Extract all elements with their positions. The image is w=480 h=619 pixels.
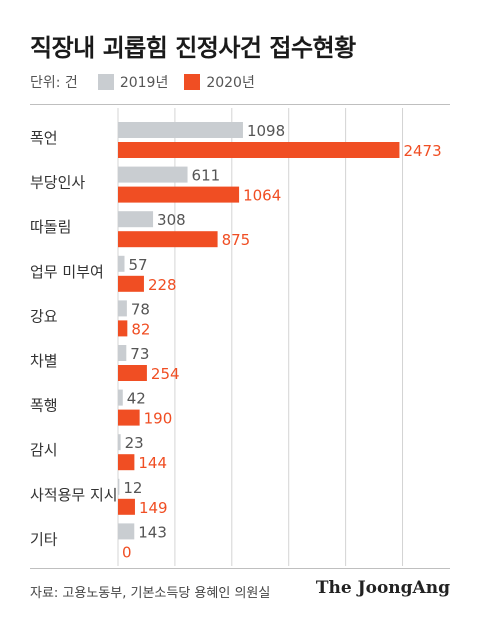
legend-item-2020: 2020년 bbox=[184, 72, 255, 92]
bar-2020 bbox=[118, 231, 218, 248]
legend-item-2019: 2019년 bbox=[97, 72, 169, 92]
value-label-2019: 78 bbox=[131, 300, 150, 318]
brand-logo: The JoongAng bbox=[315, 578, 450, 598]
category-label: 사적용무 지시 bbox=[30, 486, 118, 504]
legend-label-2020: 2020년 bbox=[206, 75, 255, 91]
unit-label: 단위: 건 bbox=[30, 75, 78, 91]
value-label-2020: 82 bbox=[131, 320, 150, 338]
legend-label-2019: 2019년 bbox=[119, 75, 169, 91]
value-label-2020: 2473 bbox=[403, 142, 441, 160]
value-label-2020: 1064 bbox=[243, 187, 281, 205]
category-label: 부당인사 bbox=[30, 174, 85, 192]
category-label: 기타 bbox=[30, 530, 58, 548]
value-label-2020: 144 bbox=[138, 454, 167, 472]
bar-2020 bbox=[118, 409, 140, 426]
bar-2019 bbox=[118, 122, 243, 138]
top-rule bbox=[30, 104, 450, 105]
value-label-2019: 12 bbox=[123, 479, 142, 497]
source-note: 자료: 고용노동부, 기본소득당 용혜인 의원실 bbox=[30, 586, 271, 601]
bar-2020 bbox=[118, 275, 144, 292]
value-label-2019: 42 bbox=[127, 390, 146, 408]
category-label: 감시 bbox=[30, 441, 58, 459]
bottom-rule bbox=[30, 568, 450, 569]
bar-2020 bbox=[118, 454, 135, 471]
category-label: 업무 미부여 bbox=[30, 263, 104, 281]
value-label-2019: 23 bbox=[125, 434, 144, 452]
value-label-2020: 149 bbox=[139, 499, 168, 517]
legend: 단위: 건 2019년 2020년 bbox=[30, 72, 271, 92]
value-label-2020: 254 bbox=[151, 365, 180, 383]
legend-swatch-2020 bbox=[184, 74, 201, 90]
category-label: 따돌림 bbox=[30, 218, 71, 236]
bar-2020 bbox=[118, 498, 135, 515]
bar-2019 bbox=[118, 345, 127, 361]
value-label-2020: 875 bbox=[222, 231, 251, 249]
value-label-2019: 143 bbox=[138, 523, 167, 541]
bar-2019 bbox=[118, 434, 121, 451]
bar-2020 bbox=[118, 365, 147, 381]
category-label: 폭행 bbox=[30, 397, 58, 415]
bar-2020 bbox=[118, 142, 400, 158]
bar-2019 bbox=[118, 389, 123, 406]
bar-2020 bbox=[118, 186, 240, 203]
bar-2019 bbox=[118, 300, 127, 317]
value-label-2019: 1098 bbox=[247, 122, 285, 140]
category-label: 폭언 bbox=[30, 129, 58, 147]
chart-title: 직장내 괴롭힘 진정사건 접수현황 bbox=[30, 34, 356, 62]
legend-swatch-2019 bbox=[97, 74, 114, 90]
value-label-2020: 228 bbox=[148, 276, 177, 294]
value-label-2020: 190 bbox=[144, 410, 173, 428]
value-label-2019: 57 bbox=[128, 256, 147, 274]
category-label: 강요 bbox=[30, 307, 58, 325]
bar-2019 bbox=[118, 166, 188, 183]
value-label-2019: 611 bbox=[192, 167, 221, 185]
value-label-2019: 308 bbox=[157, 211, 186, 229]
bar-2020 bbox=[118, 320, 128, 337]
value-label-2019: 73 bbox=[130, 345, 149, 363]
category-label: 차별 bbox=[30, 352, 58, 370]
bar-2019 bbox=[118, 211, 154, 228]
value-label-2020: 0 bbox=[122, 543, 132, 561]
bar-2019 bbox=[118, 255, 125, 272]
bar-2019 bbox=[118, 478, 120, 495]
bar-2019 bbox=[118, 523, 135, 540]
